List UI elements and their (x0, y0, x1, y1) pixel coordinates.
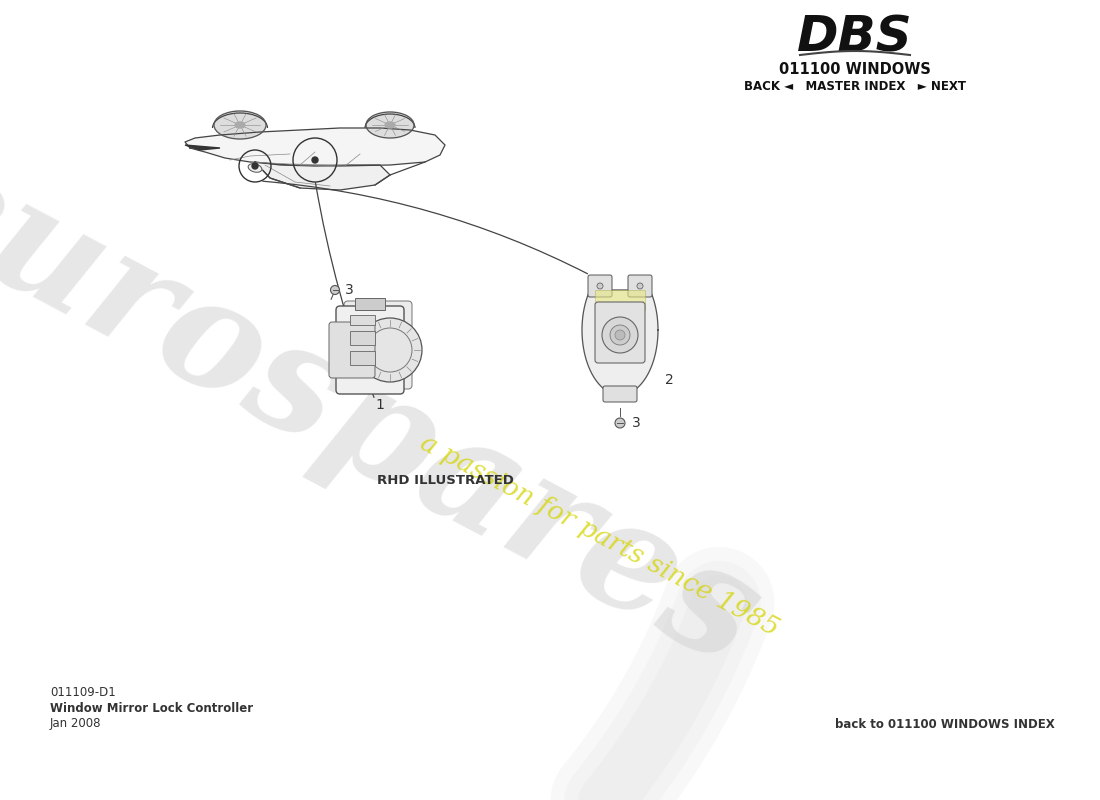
Polygon shape (582, 290, 658, 395)
FancyBboxPatch shape (603, 386, 637, 402)
Text: Jan 2008: Jan 2008 (50, 718, 101, 730)
Text: RHD ILLUSTRATED: RHD ILLUSTRATED (376, 474, 514, 486)
Text: 011109-D1: 011109-D1 (50, 686, 116, 698)
Bar (355, 298, 385, 310)
Polygon shape (255, 162, 390, 190)
Ellipse shape (249, 164, 262, 172)
Bar (595, 290, 645, 310)
Ellipse shape (385, 122, 395, 128)
Polygon shape (185, 128, 446, 166)
Circle shape (312, 157, 318, 163)
Ellipse shape (214, 111, 266, 139)
Circle shape (602, 317, 638, 353)
FancyBboxPatch shape (588, 275, 612, 297)
Circle shape (330, 286, 340, 294)
Circle shape (252, 163, 258, 169)
Polygon shape (185, 145, 220, 150)
Circle shape (358, 318, 422, 382)
Text: BACK ◄   MASTER INDEX   ► NEXT: BACK ◄ MASTER INDEX ► NEXT (744, 79, 966, 93)
Bar (350, 315, 375, 325)
Text: eurospares: eurospares (0, 122, 782, 698)
Text: 3: 3 (632, 416, 640, 430)
Circle shape (610, 325, 630, 345)
Circle shape (615, 330, 625, 340)
Bar (350, 331, 375, 345)
Text: Window Mirror Lock Controller: Window Mirror Lock Controller (50, 702, 253, 714)
Circle shape (597, 283, 603, 289)
Text: back to 011100 WINDOWS INDEX: back to 011100 WINDOWS INDEX (835, 718, 1055, 730)
Text: 1: 1 (375, 398, 384, 412)
Text: DBS: DBS (798, 14, 913, 62)
Text: a passion for parts since 1985: a passion for parts since 1985 (417, 430, 783, 641)
Text: 2: 2 (666, 373, 673, 387)
Text: 011100 WINDOWS: 011100 WINDOWS (779, 62, 931, 78)
Ellipse shape (366, 112, 414, 138)
FancyBboxPatch shape (628, 275, 652, 297)
Text: 3: 3 (345, 283, 354, 297)
FancyBboxPatch shape (595, 302, 645, 363)
Circle shape (637, 283, 644, 289)
FancyBboxPatch shape (336, 306, 404, 394)
Ellipse shape (235, 122, 245, 128)
Bar (350, 351, 375, 365)
Circle shape (615, 418, 625, 428)
FancyBboxPatch shape (329, 322, 375, 378)
FancyBboxPatch shape (344, 301, 412, 389)
